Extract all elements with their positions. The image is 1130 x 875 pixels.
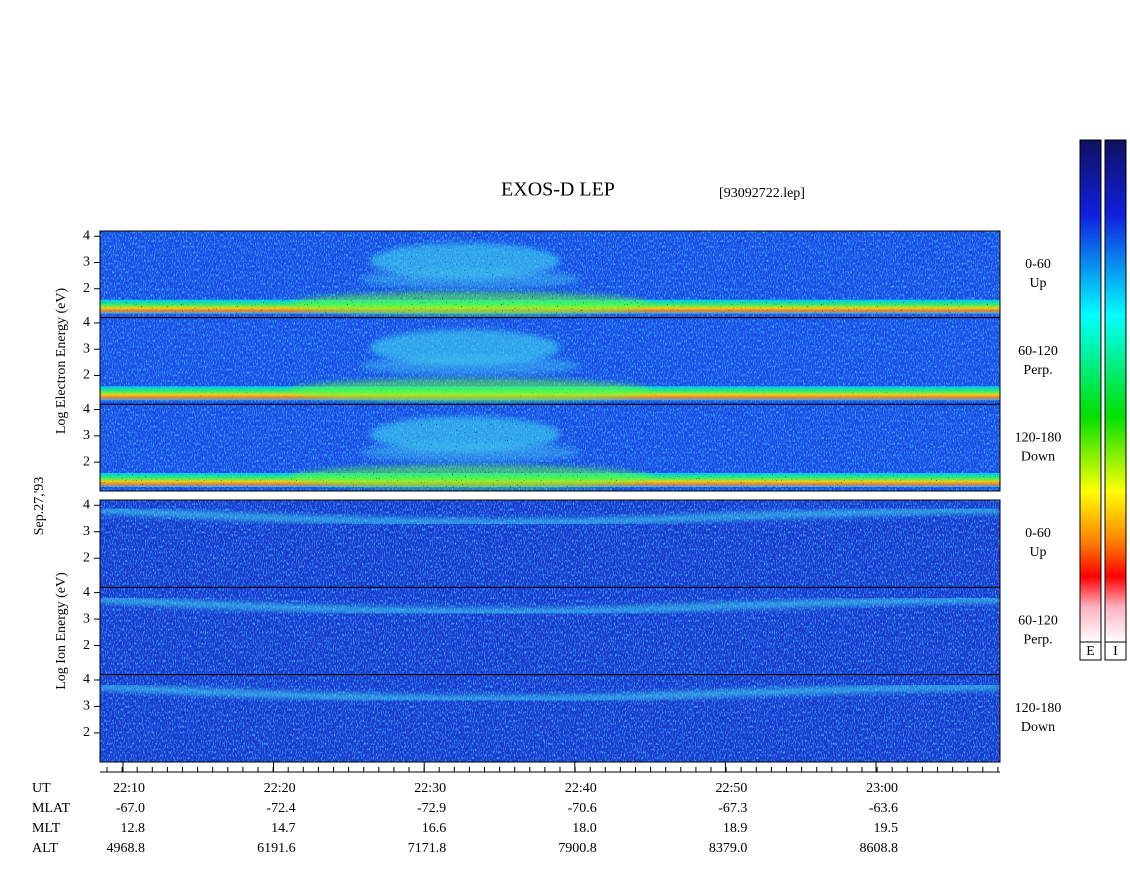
- y-tick-label: 3: [83, 341, 90, 356]
- direction: Down: [1021, 720, 1055, 735]
- panel-frame: [99, 674, 1001, 763]
- dropouts: [100, 500, 1000, 588]
- y-tick-label: 3: [83, 611, 90, 626]
- row-value: 23:00: [866, 781, 898, 796]
- panels: Log Electron Energy (eV) 2 3 4 0-60 Up 2 3 4 60-1…: [54, 228, 1062, 763]
- y-tick-label: 4: [83, 672, 90, 687]
- y-tick-label: 2: [83, 368, 90, 383]
- dropouts: [100, 317, 1000, 405]
- pitch-range: 0-60: [1025, 526, 1051, 541]
- date-label: Sep.27,'93: [32, 477, 47, 536]
- row-value: 22:50: [716, 781, 748, 796]
- row-value: 22:10: [113, 781, 145, 796]
- group-label: Log Ion Energy (eV): [54, 572, 69, 690]
- row-value: 22:40: [565, 781, 597, 796]
- spectrogram: [100, 404, 1000, 491]
- pitch-range: 60-120: [1018, 344, 1058, 359]
- row-name: UT: [32, 781, 51, 796]
- dropouts: [100, 587, 1000, 675]
- color-bar-label-box: [1104, 641, 1127, 661]
- y-tick-label: 2: [83, 454, 90, 469]
- row-value: 18.9: [723, 821, 748, 836]
- color-bar-label-box: [1079, 641, 1102, 661]
- spectrogram: [100, 587, 1000, 675]
- y-tick-label: 2: [83, 281, 90, 296]
- row-value: 4968.8: [107, 841, 146, 856]
- color-bar-label: E: [1086, 644, 1095, 659]
- y-tick-label: 2: [83, 725, 90, 740]
- row-value: 7900.8: [558, 841, 597, 856]
- row-value: 7171.8: [408, 841, 447, 856]
- row-value: 8379.0: [709, 841, 748, 856]
- title: EXOS-D LEP: [501, 179, 615, 201]
- row-name: MLT: [32, 821, 61, 836]
- dropouts: [100, 674, 1000, 762]
- direction: Down: [1021, 450, 1055, 465]
- y-tick-label: 3: [83, 699, 90, 714]
- y-tick-label: 3: [83, 255, 90, 270]
- row-value: -67.3: [718, 801, 747, 816]
- spectrogram: [100, 500, 1000, 588]
- pitch-range: 0-60: [1025, 257, 1051, 272]
- row-value: -63.6: [869, 801, 898, 816]
- row-value: -70.6: [568, 801, 597, 816]
- panel-frame: [99, 403, 1001, 492]
- row-value: 14.7: [271, 821, 296, 836]
- dropouts: [100, 231, 1000, 318]
- row-value: 12.8: [121, 821, 146, 836]
- y-tick-label: 2: [83, 638, 90, 653]
- row-value: 19.5: [874, 821, 899, 836]
- direction: Up: [1029, 276, 1046, 291]
- row-value: 8608.8: [860, 841, 899, 856]
- pitch-range: 60-120: [1018, 614, 1058, 629]
- spectrogram: [100, 674, 1000, 762]
- row-value: -72.9: [417, 801, 446, 816]
- y-tick-label: 3: [83, 524, 90, 539]
- direction: Perp.: [1023, 633, 1052, 648]
- color-bar: [1079, 139, 1102, 643]
- row-value: 22:20: [264, 781, 296, 796]
- dropouts: [100, 404, 1000, 491]
- row-value: 6191.6: [257, 841, 296, 856]
- row-value: 16.6: [422, 821, 447, 836]
- row-value: 22:30: [414, 781, 446, 796]
- y-tick-label: 4: [83, 585, 90, 600]
- y-tick-label: 2: [83, 550, 90, 565]
- y-tick-label: 3: [83, 428, 90, 443]
- file-name: [93092722.lep]: [719, 186, 805, 201]
- row-value: -72.4: [266, 801, 295, 816]
- row-value: -67.0: [116, 801, 145, 816]
- spectrogram: [100, 317, 1000, 405]
- pitch-range: 120-180: [1015, 431, 1062, 446]
- group-label: Log Electron Energy (eV): [54, 288, 69, 435]
- row-name: MLAT: [32, 801, 71, 816]
- y-tick-label: 4: [83, 315, 90, 330]
- direction: Perp.: [1023, 363, 1052, 378]
- direction: Up: [1029, 545, 1046, 560]
- time-axis: UT 22:10 22:20 22:30 22:40 22:50 23:00 MLAT -67.…: [32, 762, 1000, 856]
- spectrogram: [100, 231, 1000, 318]
- row-name: ALT: [32, 841, 58, 856]
- y-tick-label: 4: [83, 402, 90, 417]
- pitch-range: 120-180: [1015, 701, 1062, 716]
- y-tick-label: 4: [83, 228, 90, 243]
- row-value: 18.0: [572, 821, 597, 836]
- color-bar-label: I: [1113, 644, 1118, 659]
- y-tick-label: 4: [83, 498, 90, 513]
- color-bar: [1104, 139, 1127, 643]
